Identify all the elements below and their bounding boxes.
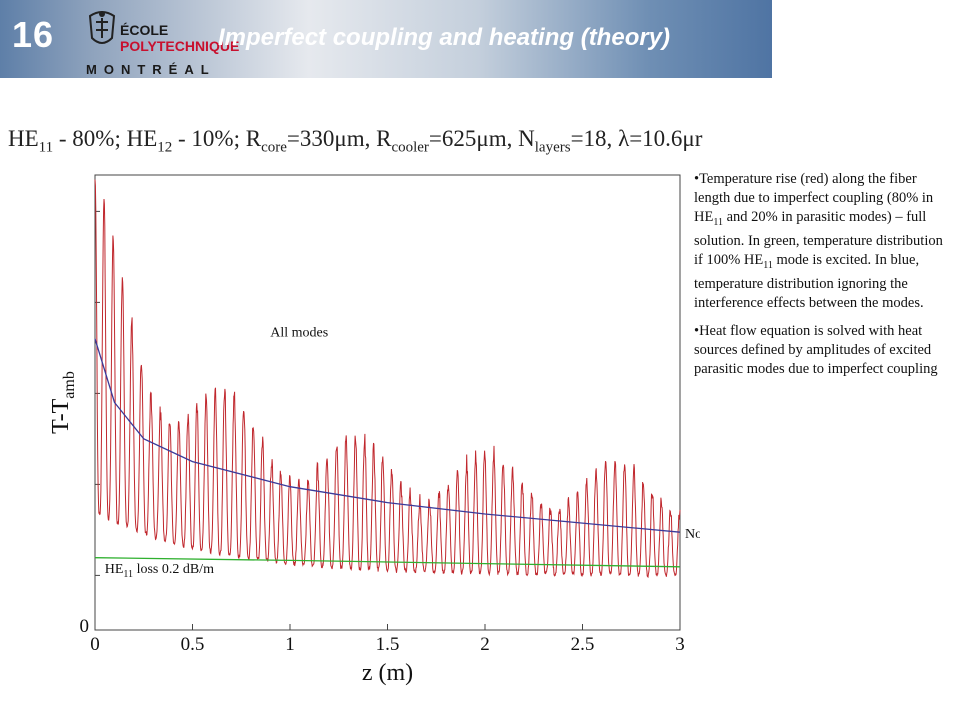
param-rcooler-sub: cooler [391, 139, 429, 156]
series-no-interf [94, 338, 681, 533]
param-he11: HE [8, 126, 39, 151]
x-tick-label: 2.5 [571, 634, 595, 655]
parameters-line: HE11 - 80%; HE12 - 10%; Rcore=330μm, Rco… [8, 126, 748, 157]
annotation-he11-rest: loss 0.2 dB/m [133, 562, 214, 577]
temperature-chart: 0 0.5 1 1.5 2 2.5 3 0 z (m) T-Tamb All modes No int… [48, 174, 700, 686]
annotation-he11-sub: 11 [123, 569, 133, 580]
logo-line-polytechnique: POLYTECHNIQUE [120, 38, 240, 54]
param-rcooler-value: =625μm, [428, 126, 519, 151]
chart-series [94, 179, 681, 579]
x-tick-label: 2 [480, 634, 490, 655]
param-nlayers-sub: layers [534, 139, 571, 156]
chart-axes [94, 174, 681, 631]
y-axis-label-sub: amb [61, 371, 78, 399]
school-logo: ÉCOLE POLYTECHNIQUE MONTRÉAL [82, 6, 239, 77]
x-tick-label: 1.5 [376, 634, 400, 655]
bullet-list: •Temperature rise (red) along the fiber … [694, 170, 952, 388]
param-he12-value: - 10%; [172, 126, 246, 151]
x-tick-label: 1 [285, 634, 295, 655]
param-rcore: R [245, 126, 262, 151]
y-axis-label: T-Tamb [48, 371, 78, 434]
chart-labels: 0 0.5 1 1.5 2 2.5 3 0 z (m) T-Tamb All modes No int… [48, 326, 700, 686]
param-rcooler: R [376, 126, 392, 151]
bullet-0-part-1: 11 [713, 216, 723, 228]
slide-title: Imperfect coupling and heating (theory) [218, 24, 671, 51]
param-he11-value: - 80%; [53, 126, 127, 151]
param-rcore-sub: core [261, 139, 287, 156]
param-nlayers-value: =18, [570, 126, 619, 151]
bullet-0-part-0: •Temperature rise (red) along the fiber … [694, 171, 934, 225]
logo-line-montreal: MONTRÉAL [86, 62, 216, 77]
x-tick-label: 0.5 [181, 634, 205, 655]
bullet-heat-flow: •Heat flow equation is solved with heat … [694, 322, 952, 379]
bullet-1-part-0: •Heat flow equation is solved with heat … [694, 322, 938, 377]
param-lambda: λ=10.6μr [618, 126, 703, 151]
param-he12-sub: 12 [157, 139, 173, 156]
y-tick-label: 0 [80, 616, 90, 637]
param-he12: HE [126, 126, 158, 151]
header-banner: 16 ÉCOLE POLYTECHNIQUE MONTRÉAL Imperfec… [0, 0, 772, 78]
param-nlayers: N [518, 126, 535, 151]
param-rcore-value: =330μm, [286, 126, 377, 151]
annotation-he11-loss: HE11 loss 0.2 dB/m [105, 562, 214, 580]
logo-line-ecole: ÉCOLE [120, 22, 169, 38]
x-tick-label: 0 [90, 634, 100, 655]
slide-number: 16 [12, 14, 55, 55]
param-he11-sub: 11 [38, 139, 54, 156]
y-axis-label-main: T-T [48, 398, 74, 433]
x-tick-label: 3 [675, 634, 685, 655]
annotation-no-interf: No interf. [685, 527, 700, 542]
annotation-he11-main: HE [105, 562, 124, 577]
series-he11-loss [94, 557, 681, 568]
bullet-0-part-3: 11 [763, 259, 773, 271]
bullet-temperature-rise: •Temperature rise (red) along the fiber … [694, 170, 952, 313]
series-all-modes [94, 179, 681, 579]
bullet-0-part-4: mode is excited. In blue, temperature di… [694, 251, 924, 311]
x-axis-label: z (m) [362, 660, 413, 686]
annotation-all-modes: All modes [270, 326, 328, 341]
crest-icon [88, 11, 116, 44]
bullet-0-part-2: and 20% in parasitic modes) – full solut… [694, 209, 943, 268]
